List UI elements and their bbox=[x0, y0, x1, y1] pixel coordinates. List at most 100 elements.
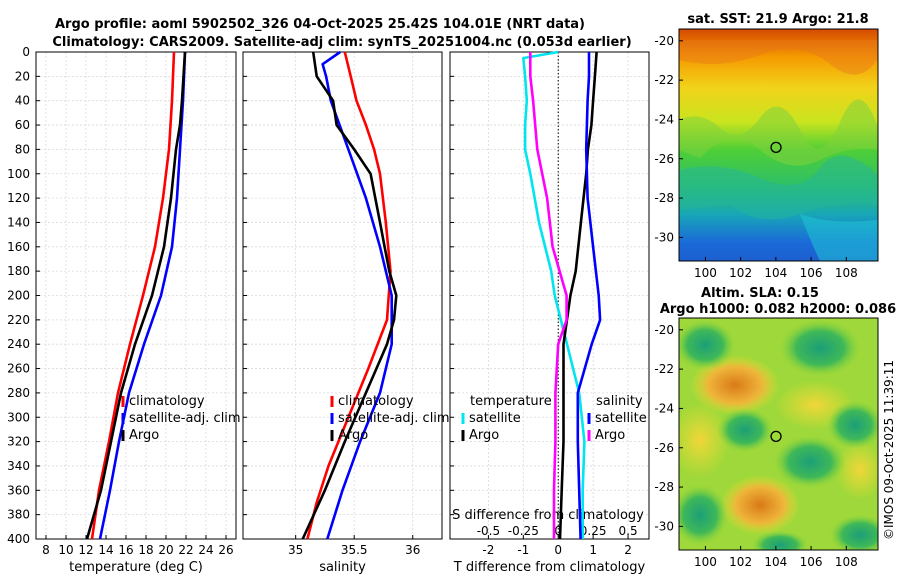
temp-xtick-label: 18 bbox=[138, 543, 153, 557]
temp-xtick-label: 12 bbox=[78, 543, 93, 557]
depth-tick-label: 80 bbox=[15, 142, 30, 156]
diff-legend-s-argo-label: Argo bbox=[595, 428, 625, 443]
sst-map-xtick-label: 104 bbox=[764, 266, 787, 280]
s-diff-tick-label: 0 bbox=[554, 524, 562, 538]
depth-tick-label: 160 bbox=[7, 240, 30, 254]
sal-legend-1-label: satellite-adj. clim bbox=[338, 411, 450, 426]
sla-map-title: Altim. SLA: 0.15 bbox=[701, 286, 819, 301]
temp-frame bbox=[35, 51, 237, 540]
sla-map-frame bbox=[678, 317, 879, 551]
temp-xtick-label: 26 bbox=[218, 543, 233, 557]
sst-argo-marker bbox=[770, 141, 782, 154]
sal-xtick-label: 35.5 bbox=[341, 543, 368, 557]
sal-series-climatology bbox=[306, 51, 392, 540]
depth-tick-label: 100 bbox=[7, 167, 30, 181]
temp-xtick-label: 14 bbox=[98, 543, 113, 557]
sla-map-xtick-label: 108 bbox=[835, 555, 858, 569]
difference-panel: -2 -1 0 1 2 T difference from climatology S di… bbox=[449, 50, 650, 575]
sal-series-argo bbox=[301, 51, 398, 540]
s-diff-tick-label: -0.5 bbox=[477, 524, 500, 538]
depth-tick-label: 220 bbox=[7, 313, 30, 327]
s-diff-axis-label: S difference from climatology bbox=[452, 508, 644, 523]
temp-xtick-label: 8 bbox=[42, 543, 50, 557]
sst-map-axes: 100 102 104 106 108 -20 -22 -24 -26 -28 -30 bbox=[654, 34, 857, 280]
temp-series-climatology bbox=[90, 51, 176, 540]
sla-map-xtick-label: 106 bbox=[800, 555, 823, 569]
depth-tick-label: 0 bbox=[22, 45, 30, 59]
sst-map-ytick-label: -24 bbox=[654, 112, 674, 126]
s-diff-tick-label: -0.25 bbox=[508, 524, 539, 538]
sal-frame bbox=[242, 51, 443, 540]
figure-title-line2: Climatology: CARS2009. Satellite-adj cli… bbox=[52, 35, 631, 50]
sla-map-subtitle: Argo h1000: 0.082 h2000: 0.086 bbox=[660, 302, 896, 317]
sal-series-satellite-adj-clim bbox=[321, 50, 394, 540]
diff-series-salinity-argo bbox=[528, 52, 568, 539]
sal-xtick-label: 35 bbox=[288, 543, 303, 557]
diff-frame bbox=[449, 51, 650, 540]
temp-legend-1-label: satellite-adj. clim bbox=[129, 411, 241, 426]
sla-map-image bbox=[679, 318, 878, 550]
diff-xtick-label: -2 bbox=[482, 543, 494, 557]
sla-map-axes: 100 102 104 106 108 -20 -22 -24 -26 -28 -30 bbox=[654, 323, 857, 569]
diff-xtick-label: 2 bbox=[624, 543, 632, 557]
diff-legend-t-satellite-label: satellite bbox=[469, 411, 521, 426]
depth-tick-label: 60 bbox=[15, 118, 30, 132]
sst-map-ytick-label: -26 bbox=[654, 152, 674, 166]
temp-series-argo bbox=[85, 51, 187, 540]
sla-map-ytick-label: -24 bbox=[654, 401, 674, 415]
diff-xtick-label: -1 bbox=[517, 543, 529, 557]
diff-xlabel: T difference from climatology bbox=[453, 560, 646, 575]
sst-map-ytick-label: -30 bbox=[654, 230, 674, 244]
depth-tick-label: 120 bbox=[7, 191, 30, 205]
depth-tick-label: 340 bbox=[7, 459, 30, 473]
temperature-panel: 0 20 40 60 80 100 120 140 160 180 200 220 240 260 280 3… bbox=[7, 45, 241, 575]
sst-map-title: sat. SST: 21.9 Argo: 21.8 bbox=[687, 12, 868, 27]
diff-legend-salinity-title: salinity bbox=[596, 394, 643, 409]
diff-legend-t-argo-label: Argo bbox=[469, 428, 499, 443]
sla-map-xtick-label: 104 bbox=[764, 555, 787, 569]
sal-legend-2-label: Argo bbox=[338, 428, 368, 443]
sst-map-xtick-label: 106 bbox=[800, 266, 823, 280]
sla-argo-marker bbox=[770, 430, 782, 443]
figure-title-line1: Argo profile: aoml 5902502_326 04-Oct-20… bbox=[55, 17, 585, 32]
sst-map-xtick-label: 100 bbox=[694, 266, 717, 280]
temp-series-satellite-adj-clim bbox=[98, 51, 187, 540]
sla-map-xtick-label: 100 bbox=[694, 555, 717, 569]
sst-map-ytick-label: -20 bbox=[654, 34, 674, 48]
depth-tick-label: 380 bbox=[7, 508, 30, 522]
temp-legend-0-label: climatology bbox=[129, 394, 205, 409]
sla-map-ytick-label: -28 bbox=[654, 480, 674, 494]
depth-tick-label: 400 bbox=[7, 532, 30, 546]
sst-map-xtick-label: 108 bbox=[835, 266, 858, 280]
sst-map-frame bbox=[678, 28, 879, 262]
temp-xtick-label: 24 bbox=[198, 543, 213, 557]
depth-tick-label: 20 bbox=[15, 69, 30, 83]
temp-xtick-label: 22 bbox=[178, 543, 193, 557]
sla-map-ytick-label: -20 bbox=[654, 323, 674, 337]
depth-tick-label: 320 bbox=[7, 435, 30, 449]
sla-map-ytick-label: -22 bbox=[654, 362, 674, 376]
credit-label: ©IMOS 09-Oct-2025 11:39:11 bbox=[882, 360, 896, 540]
temp-xlabel: temperature (deg C) bbox=[69, 560, 203, 575]
depth-tick-label: 260 bbox=[7, 362, 30, 376]
salinity-panel: 35 35.5 36 salinity climatology satellite-adj… bbox=[242, 50, 450, 575]
temp-xtick-label: 20 bbox=[158, 543, 173, 557]
sst-map-ytick-label: -22 bbox=[654, 73, 674, 87]
sla-map-xtick-label: 102 bbox=[729, 555, 752, 569]
sal-legend-0-label: climatology bbox=[338, 394, 414, 409]
depth-tick-label: 360 bbox=[7, 483, 30, 497]
depth-tick-label: 200 bbox=[7, 289, 30, 303]
s-diff-tick-label: 0.5 bbox=[619, 524, 638, 538]
sst-map-image bbox=[679, 29, 878, 261]
sal-xtick-label: 36 bbox=[405, 543, 420, 557]
temp-xtick-label: 10 bbox=[58, 543, 73, 557]
diff-series-salinity-satellite bbox=[576, 52, 602, 540]
diff-series-temperature-argo bbox=[558, 51, 598, 540]
depth-tick-label: 240 bbox=[7, 337, 30, 351]
depth-tick-label: 40 bbox=[15, 94, 30, 108]
temp-xtick-label: 16 bbox=[118, 543, 133, 557]
sst-map-ytick-label: -28 bbox=[654, 191, 674, 205]
sal-xlabel: salinity bbox=[319, 560, 366, 575]
sla-map-ytick-label: -26 bbox=[654, 441, 674, 455]
s-diff-tick-label: 0.25 bbox=[580, 524, 607, 538]
